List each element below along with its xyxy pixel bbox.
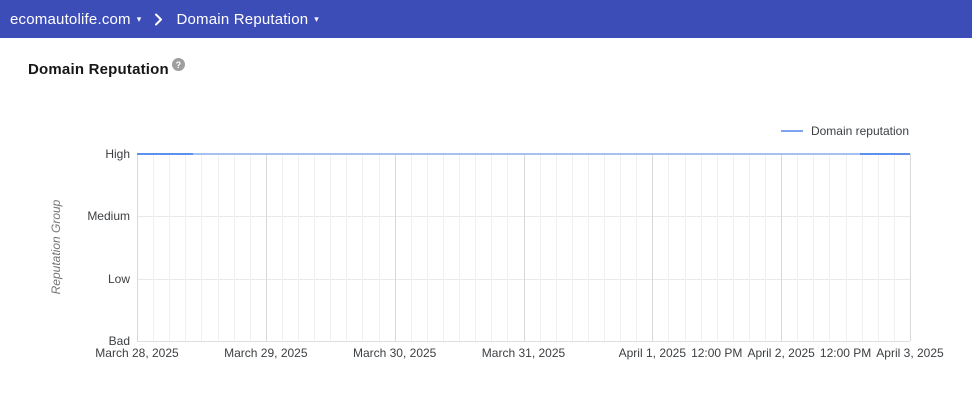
x-tick-label: March 29, 2025 bbox=[224, 346, 308, 360]
vertical-gridline bbox=[298, 154, 300, 341]
vertical-gridline bbox=[265, 154, 267, 341]
vertical-gridline bbox=[459, 154, 461, 341]
vertical-gridline bbox=[845, 154, 847, 341]
x-tick-label: 12:00 PM bbox=[691, 346, 743, 360]
vertical-gridline bbox=[410, 154, 412, 341]
top-nav-bar: ecomautolife.com ▾ Domain Reputation ▾ bbox=[0, 0, 972, 38]
x-tick-label: March 28, 2025 bbox=[95, 346, 179, 360]
vertical-gridline bbox=[378, 154, 380, 341]
vertical-gridline bbox=[700, 154, 702, 341]
x-tick-label: March 30, 2025 bbox=[352, 346, 437, 360]
domain-selector[interactable]: ecomautolife.com ▾ bbox=[10, 11, 141, 28]
y-tick-label: High bbox=[105, 147, 130, 161]
page-title: Domain Reputation bbox=[28, 61, 169, 78]
vertical-gridline bbox=[475, 154, 477, 341]
vertical-gridline bbox=[281, 154, 283, 341]
vertical-gridline bbox=[330, 154, 332, 341]
legend-line-swatch bbox=[780, 129, 803, 132]
x-tick-label: April 3, 2025 bbox=[876, 346, 944, 360]
vertical-gridline bbox=[314, 154, 316, 341]
x-tick-label: March 31, 2025 bbox=[481, 346, 566, 360]
chevron-right-icon bbox=[154, 13, 163, 26]
vertical-gridline bbox=[362, 154, 364, 341]
vertical-gridline bbox=[716, 154, 718, 341]
vertical-gridline bbox=[652, 154, 654, 341]
caret-down-icon: ▾ bbox=[314, 13, 320, 24]
x-tick-label: April 1, 2025 bbox=[618, 346, 687, 360]
legend-label: Domain reputation bbox=[810, 123, 909, 138]
help-icon[interactable]: ? bbox=[171, 58, 185, 71]
vertical-gridline bbox=[185, 154, 187, 341]
domain-selector-label: ecomautolife.com bbox=[10, 10, 131, 28]
vertical-gridline bbox=[426, 154, 428, 341]
vertical-gridline bbox=[523, 154, 525, 341]
x-axis-labels: March 28, 2025 March 29, 2025 March 30, 20… bbox=[95, 346, 943, 361]
series-line-emphasis bbox=[137, 153, 193, 155]
vertical-gridline bbox=[571, 154, 573, 341]
vertical-gridline bbox=[910, 154, 911, 341]
section-selector-label: Domain Reputation bbox=[176, 10, 309, 28]
vertical-gridline bbox=[732, 154, 734, 341]
vertical-gridline bbox=[346, 154, 348, 341]
vertical-gridline bbox=[394, 154, 396, 341]
vertical-gridline bbox=[233, 154, 235, 341]
vertical-gridline bbox=[201, 154, 203, 341]
vertical-gridline bbox=[861, 154, 863, 341]
vertical-gridline bbox=[153, 154, 155, 341]
vertical-gridline bbox=[829, 154, 831, 341]
x-tick-label: 12:00 PM bbox=[819, 346, 872, 360]
vertical-gridline bbox=[169, 154, 171, 341]
vertical-gridline bbox=[684, 154, 686, 341]
caret-down-icon: ▾ bbox=[136, 13, 142, 24]
vertical-gridline bbox=[507, 154, 509, 341]
vertical-gridline bbox=[539, 154, 541, 341]
y-tick-label: Bad bbox=[108, 334, 130, 348]
vertical-gridline bbox=[893, 154, 895, 341]
vertical-gridline bbox=[877, 154, 879, 341]
plot-area[interactable] bbox=[137, 153, 911, 342]
vertical-gridline bbox=[781, 154, 783, 341]
x-tick-label: April 2, 2025 bbox=[747, 346, 815, 360]
chart-legend: Domain reputation bbox=[780, 123, 909, 138]
y-tick-label: Medium bbox=[87, 209, 130, 224]
vertical-gridline bbox=[765, 154, 767, 341]
vertical-gridline bbox=[217, 154, 219, 341]
vertical-gridline bbox=[620, 154, 622, 341]
page-title-row: Domain Reputation ? bbox=[28, 58, 185, 78]
series-line bbox=[137, 153, 910, 155]
vertical-gridline bbox=[555, 154, 557, 341]
vertical-gridline bbox=[442, 154, 444, 341]
vertical-gridline bbox=[587, 154, 589, 341]
vertical-gridline bbox=[813, 154, 815, 341]
vertical-gridline bbox=[249, 154, 251, 341]
series-line-emphasis bbox=[859, 153, 910, 155]
vertical-gridline bbox=[137, 154, 138, 341]
vertical-gridline bbox=[748, 154, 750, 341]
vertical-gridline bbox=[491, 154, 493, 341]
horizontal-gridline bbox=[137, 341, 910, 342]
section-selector[interactable]: Domain Reputation ▾ bbox=[176, 11, 319, 28]
vertical-gridline bbox=[668, 154, 670, 341]
y-tick-label: Low bbox=[107, 271, 130, 286]
vertical-gridline bbox=[797, 154, 799, 341]
y-axis-labels: High Medium Low Bad bbox=[0, 147, 130, 348]
vertical-gridline bbox=[604, 154, 606, 341]
vertical-gridline bbox=[636, 154, 638, 341]
